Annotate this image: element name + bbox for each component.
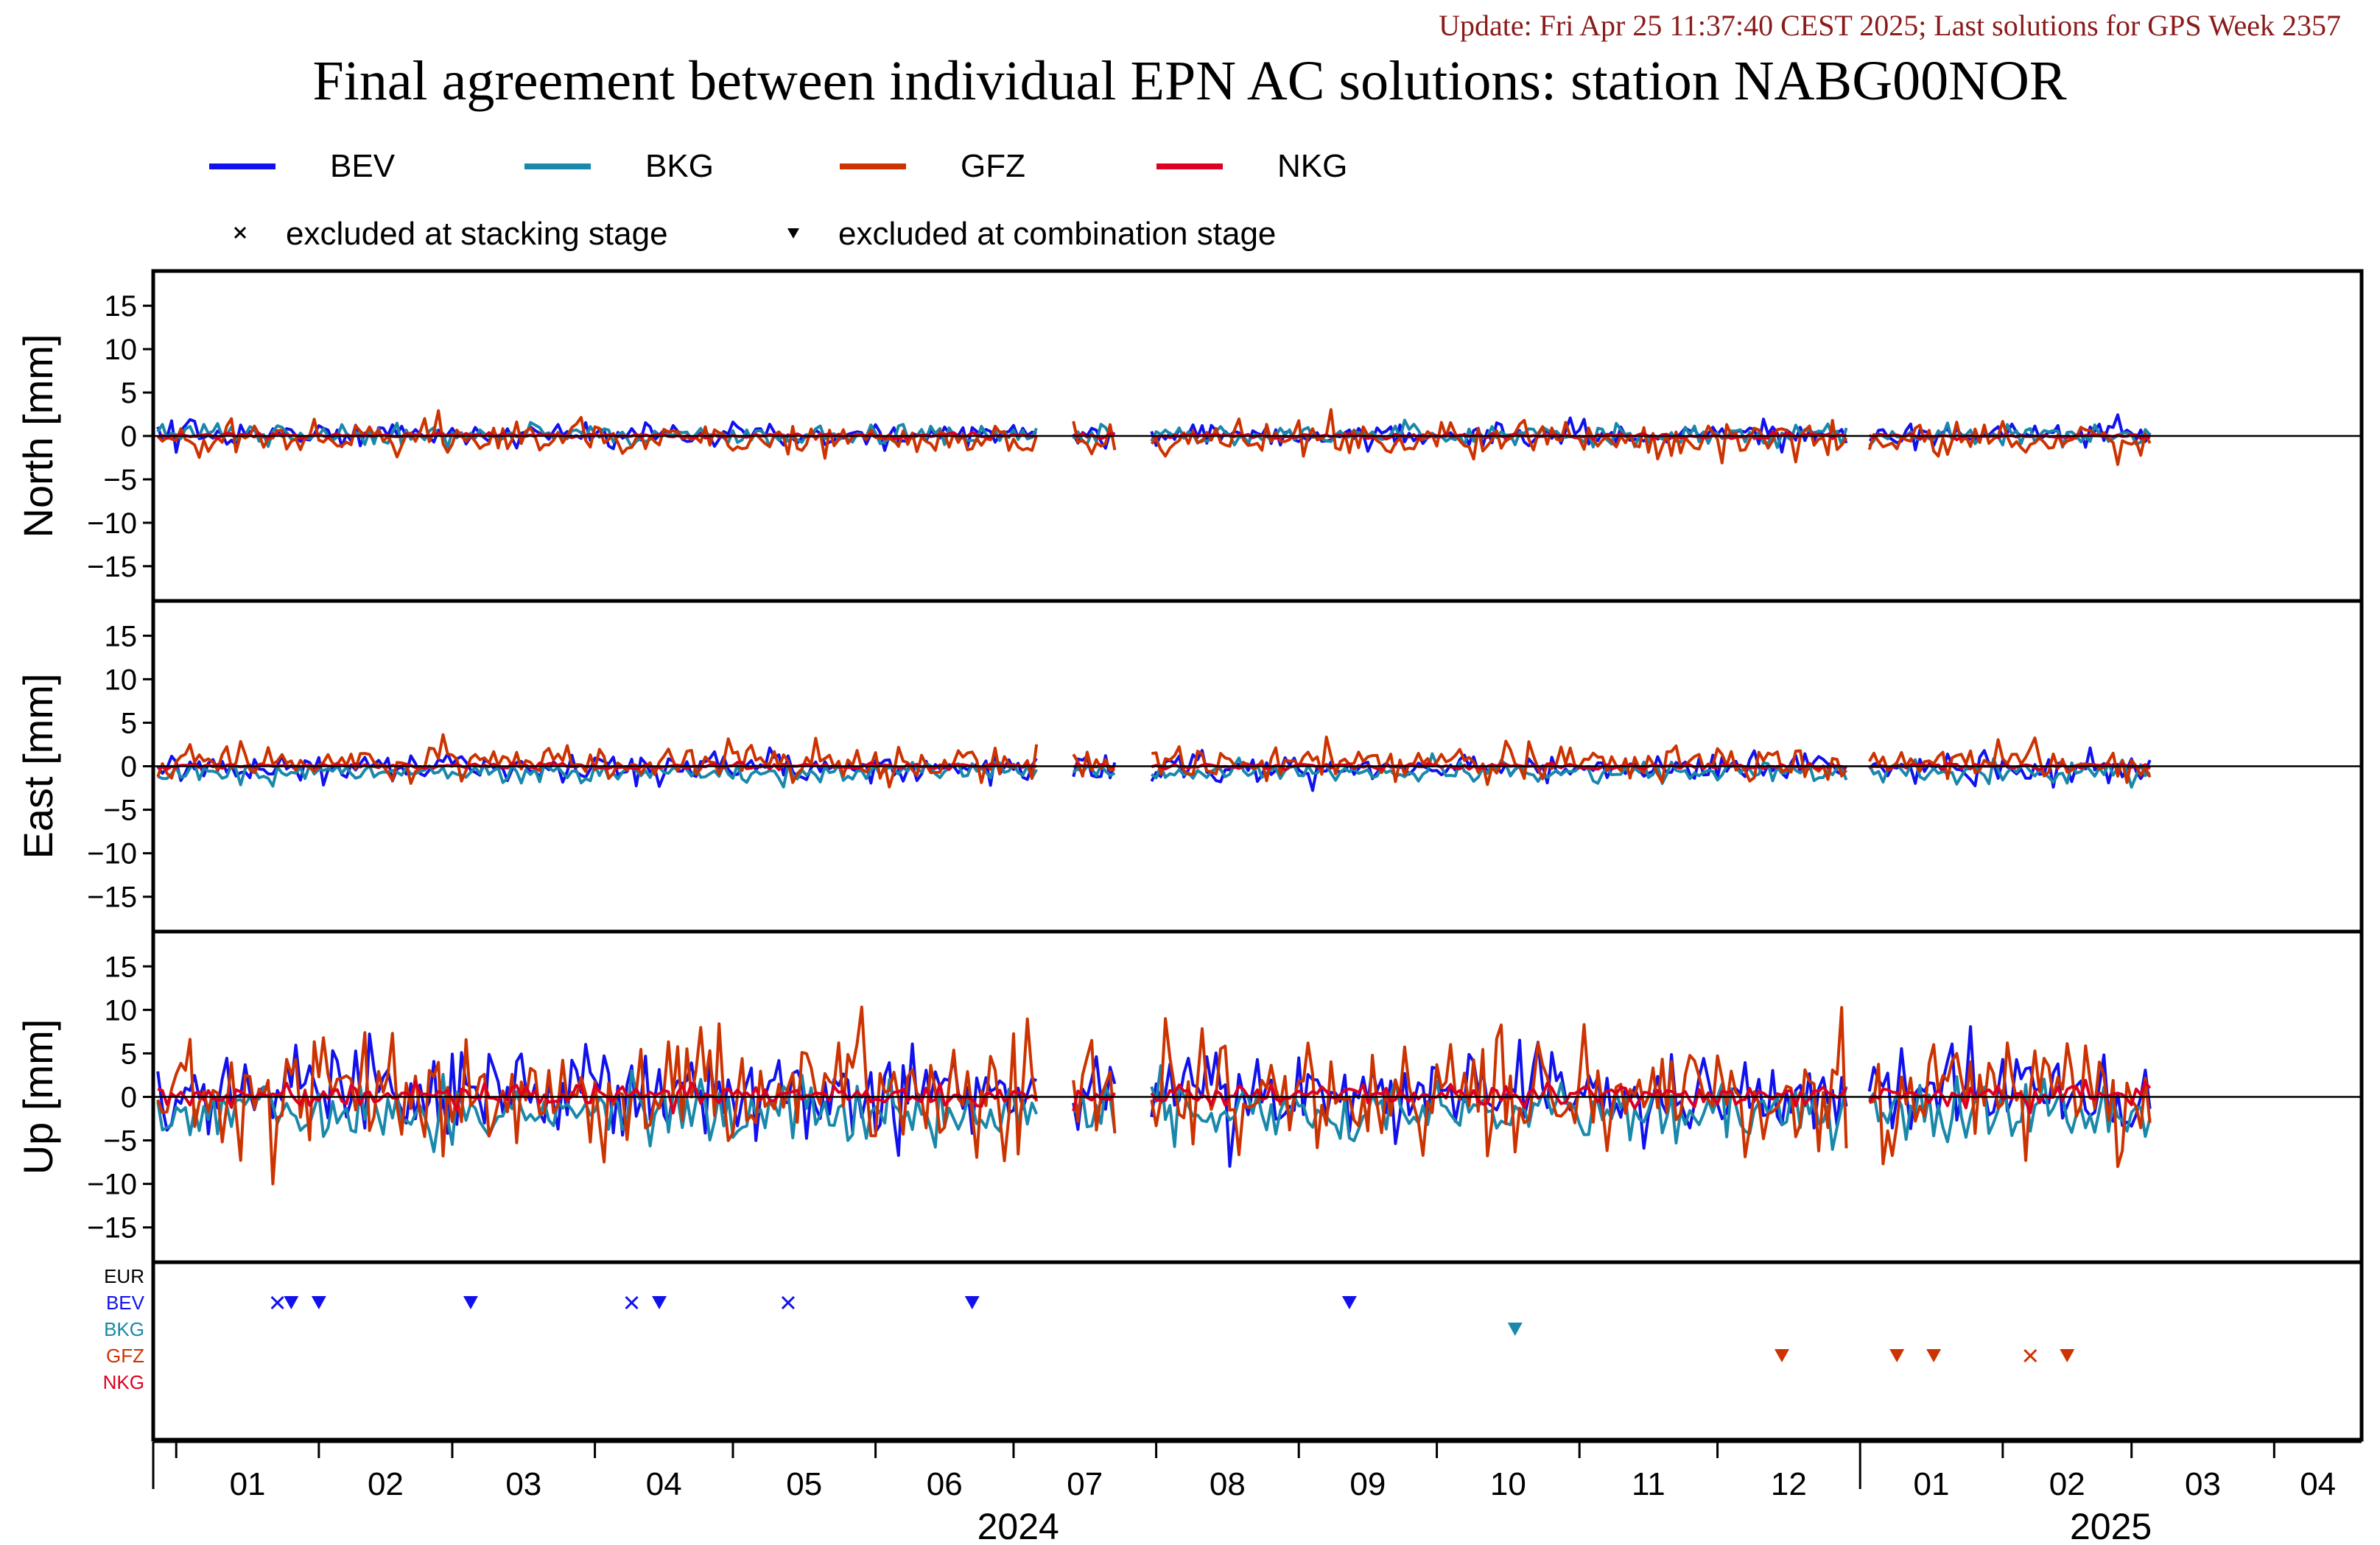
y-tick-label: 0 — [121, 1082, 137, 1114]
x-tick-label: 03 — [505, 1466, 541, 1502]
x-tick-label: 07 — [1067, 1466, 1103, 1502]
exclusion-row-label: GFZ — [106, 1345, 144, 1367]
legend-combination-triangle-icon — [787, 228, 799, 239]
y-tick-label: 10 — [105, 664, 138, 696]
y-tick-label: −5 — [103, 464, 137, 496]
y-tick-label: −10 — [87, 507, 137, 540]
y-tick-label: −5 — [103, 795, 137, 827]
y-axis-label: Up [mm] — [15, 1019, 61, 1175]
x-axis: 01 02 03 04 05 06 07 08 09 10 11 12 01 02 03 04 2024 2025 — [152, 1440, 2362, 1545]
series-gfz-east — [156, 733, 2152, 789]
x-year-label: 2025 — [2070, 1506, 2152, 1545]
y-tick-label: 5 — [121, 377, 137, 409]
y-tick-label: 15 — [105, 290, 138, 323]
exclusion-row-label: BKG — [104, 1318, 144, 1340]
chart-title: Final agreement between individual EPN A… — [312, 50, 2066, 112]
x-tick-label: 06 — [927, 1466, 963, 1502]
series-gfz-north — [156, 408, 2152, 466]
y-tick-label: −5 — [103, 1125, 137, 1158]
legend-label-gfz: GFZ — [961, 148, 1025, 184]
exclusion-row-label: EUR — [104, 1265, 144, 1287]
legend-label-nkg: NKG — [1277, 148, 1347, 184]
combination-exclusion-mark — [964, 1296, 980, 1309]
stacking-exclusion-mark — [625, 1295, 639, 1310]
x-tick-label: 09 — [1349, 1466, 1386, 1502]
legend-stacking-label: excluded at stacking stage — [286, 216, 668, 252]
combination-exclusion-mark — [1507, 1323, 1523, 1336]
legend-label-bev: BEV — [330, 148, 396, 184]
combination-exclusion-mark — [1775, 1349, 1790, 1362]
y-tick-label: 0 — [121, 751, 137, 784]
exclusion-row-label: NKG — [103, 1371, 144, 1393]
series-bev-north — [156, 413, 2152, 454]
y-tick-label: 5 — [121, 707, 137, 739]
y-tick-label: 15 — [105, 620, 138, 652]
y-axis-label: East [mm] — [15, 673, 61, 859]
update-stamp: Update: Fri Apr 25 11:37:40 CEST 2025; L… — [1439, 9, 2341, 42]
exclusion-row-label: BEV — [106, 1292, 145, 1314]
y-tick-label: −15 — [87, 551, 137, 583]
x-tick-label: 12 — [1771, 1466, 1807, 1502]
y-tick-label: 5 — [121, 1038, 137, 1070]
legend-combination-label: excluded at combination stage — [838, 216, 1276, 252]
plot-layer: 15 10 5 0 −5 −10 −15 North [mm] 15 10 5 0 −5 −10 −15 Ea… — [15, 269, 2364, 1545]
combination-exclusion-mark — [311, 1296, 326, 1309]
stacking-exclusion-mark — [270, 1295, 284, 1310]
y-tick-label: 10 — [105, 994, 138, 1027]
combination-exclusion-mark — [1889, 1349, 1905, 1362]
y-tick-label: 0 — [121, 420, 137, 453]
x-tick-label: 04 — [646, 1466, 682, 1502]
exclusions-frame — [151, 1260, 2364, 1442]
y-tick-label: −15 — [87, 881, 137, 914]
exclusions-panel: EUR BEV BKG GFZ NKG — [103, 1260, 2364, 1442]
x-tick-label: 01 — [1914, 1466, 1950, 1502]
panel-up: 15 10 5 0 −5 −10 −15 Up [mm] — [15, 929, 2364, 1264]
x-tick-label: 01 — [230, 1466, 266, 1502]
combination-exclusion-mark — [652, 1296, 667, 1309]
combination-exclusion-mark — [1341, 1296, 1357, 1309]
panel-north: 15 10 5 0 −5 −10 −15 North [mm] — [15, 269, 2364, 603]
x-tick-label: 03 — [2185, 1466, 2221, 1502]
combination-exclusion-mark — [1926, 1349, 1942, 1362]
x-year-label: 2024 — [977, 1506, 1059, 1545]
legend-label-bkg: BKG — [645, 148, 714, 184]
y-tick-label: −15 — [87, 1212, 137, 1245]
y-axis-label: North [mm] — [15, 334, 61, 538]
series-gfz-up — [156, 1005, 2152, 1186]
combination-exclusion-mark — [2060, 1349, 2075, 1362]
y-tick-label: −10 — [87, 838, 137, 870]
y-tick-label: −10 — [87, 1169, 137, 1201]
x-tick-label: 02 — [368, 1466, 404, 1502]
x-tick-label: 11 — [1632, 1466, 1665, 1502]
x-tick-label: 05 — [786, 1466, 822, 1502]
stacking-exclusion-mark — [781, 1295, 795, 1310]
y-tick-label: 15 — [105, 951, 138, 983]
combination-exclusion-mark — [284, 1296, 299, 1309]
x-tick-label: 10 — [1490, 1466, 1526, 1502]
x-tick-label: 08 — [1210, 1466, 1246, 1502]
stacking-exclusion-mark — [2023, 1348, 2037, 1363]
panel-east: 15 10 5 0 −5 −10 −15 East [mm] — [15, 599, 2364, 934]
x-tick-label: 02 — [2049, 1466, 2085, 1502]
y-tick-label: 10 — [105, 334, 138, 366]
legend: BEV BKG GFZ NKG excluded at stacking sta… — [209, 148, 1347, 252]
legend-stacking-cross-icon — [234, 226, 247, 239]
combination-exclusion-mark — [463, 1296, 478, 1309]
series-bkg-east — [157, 752, 2151, 789]
x-tick-label: 04 — [2300, 1466, 2336, 1502]
